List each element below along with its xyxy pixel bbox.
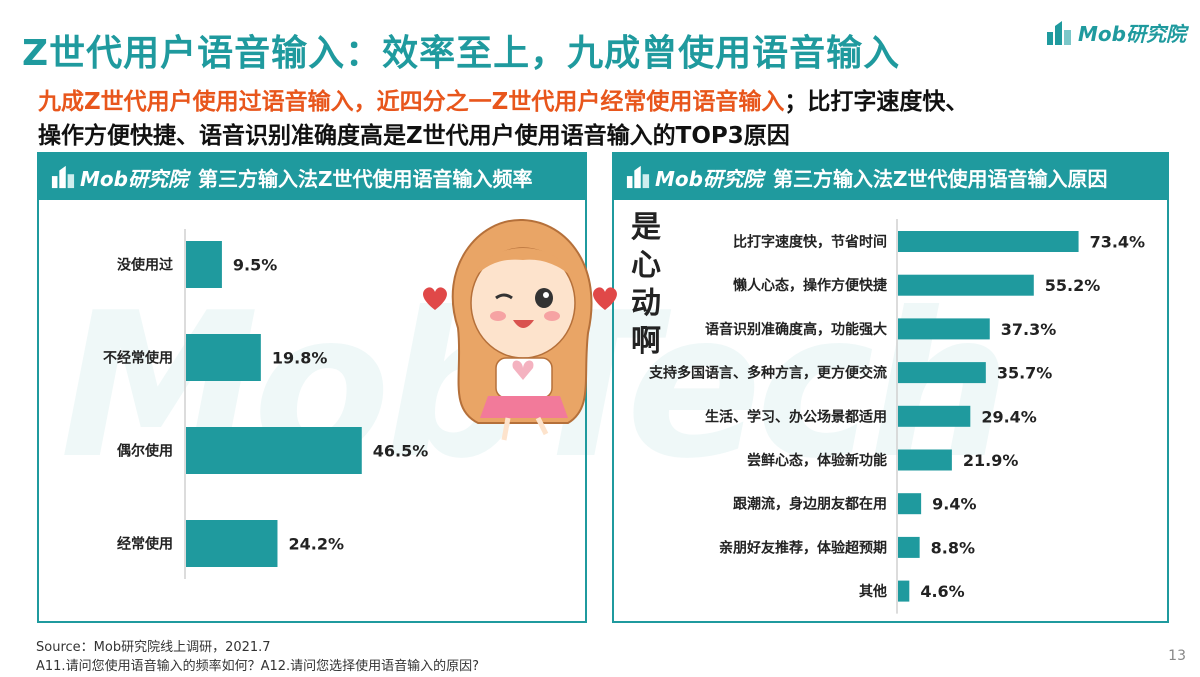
chart-bar (898, 318, 990, 340)
reasons-panel-header: Mob研究院 第三方输入法Z世代使用语音输入原因 (614, 154, 1167, 200)
frequency-panel-header: Mob研究院 第三方输入法Z世代使用语音输入频率 (39, 154, 585, 200)
data-label: 19.8% (272, 349, 328, 368)
data-label: 24.2% (288, 535, 344, 554)
reasons-panel-title: 第三方输入法Z世代使用语音输入原因 (772, 166, 1108, 191)
chart-bar (186, 520, 278, 567)
data-label: 8.8% (931, 538, 975, 557)
panel-brand-text: Mob研究院 (80, 166, 188, 191)
category-label: 亲朋好友推荐，体验超预期 (719, 539, 887, 556)
category-label: 语音识别准确度高，功能强大 (705, 321, 887, 338)
frequency-panel-title: 第三方输入法Z世代使用语音输入频率 (197, 166, 533, 191)
cartoon-girl-illustration (451, 218, 593, 441)
decorative-vertical-text: 是 心 动 啊 (626, 210, 666, 360)
mob-logo-icon (51, 165, 75, 189)
vertical-char: 是 (631, 210, 661, 245)
subtitle-rest: ；比打字速度快、 (784, 89, 969, 115)
question-note: A11.请问您使用语音输入的频率如何？A12.请问您选择使用语音输入的原因? (36, 659, 480, 674)
heart-icon (423, 287, 447, 310)
data-label: 21.9% (963, 451, 1019, 470)
chart-bar (898, 536, 920, 558)
chart-bar (898, 493, 922, 515)
subtitle-highlight: 九成Z世代用户使用过语音输入，近四分之一Z世代用户经常使用语音输入 (38, 89, 785, 115)
panel-brand-text: Mob研究院 (655, 166, 763, 191)
chart-bar (186, 427, 362, 474)
category-label: 比打字速度快，节省时间 (733, 234, 887, 251)
page-title: Z世代用户语音输入：效率至上，九成曾使用语音输入 (22, 33, 901, 74)
chart-bar (898, 405, 971, 427)
vertical-char: 心 (631, 248, 661, 283)
data-label: 55.2% (1045, 276, 1101, 295)
panel-brand: Mob研究院 (626, 163, 763, 192)
category-label: 跟潮流，身边朋友都在用 (733, 496, 887, 513)
category-label: 生活、学习、办公场景都适用 (705, 408, 887, 425)
frequency-panel: Mob研究院 第三方输入法Z世代使用语音输入频率 (37, 152, 587, 623)
data-label: 9.4% (932, 495, 976, 514)
data-label: 37.3% (1001, 320, 1057, 339)
data-label: 9.5% (233, 256, 277, 275)
subtitle-line-2: 操作方便快捷、语音识别准确度高是Z世代用户使用语音输入的TOP3原因 (38, 123, 790, 149)
reasons-panel: Mob研究院 第三方输入法Z世代使用语音输入原因 (612, 152, 1169, 623)
data-label: 4.6% (920, 582, 964, 601)
chart-bar (898, 274, 1034, 296)
category-label: 不经常使用 (103, 350, 173, 367)
category-label: 偶尔使用 (117, 443, 173, 460)
data-label: 35.7% (997, 364, 1053, 383)
category-label: 懒人心态，操作方便快捷 (733, 277, 888, 294)
heart-icon (593, 287, 617, 310)
mob-logo-icon (1047, 20, 1072, 45)
vertical-char: 啊 (631, 324, 661, 359)
source-note: Source：Mob研究院线上调研，2021.7 (36, 640, 271, 655)
mob-logo-icon (626, 165, 650, 189)
chart-bar (186, 334, 261, 381)
chart-bar (898, 449, 952, 471)
data-label: 46.5% (373, 442, 429, 461)
panel-brand: Mob研究院 (51, 163, 188, 192)
category-label: 其他 (859, 583, 887, 600)
brand-text: Mob研究院 (1078, 22, 1186, 46)
chart-bar (186, 241, 222, 288)
chart-bar (898, 231, 1079, 252)
page-number: 13 (1168, 648, 1186, 664)
data-label: 29.4% (981, 407, 1037, 426)
chart-bar (898, 362, 986, 384)
category-label: 支持多国语言、多种方言，更方便交流 (648, 365, 887, 382)
vertical-char: 动 (631, 286, 661, 321)
subtitle-line-1: 九成Z世代用户使用过语音输入，近四分之一Z世代用户经常使用语音输入；比打字速度快… (38, 82, 968, 116)
category-label: 经常使用 (117, 536, 173, 553)
data-label: 73.4% (1090, 233, 1146, 252)
category-label: 尝鲜心态，体验新功能 (747, 452, 887, 469)
chart-bar (898, 580, 910, 602)
category-label: 没使用过 (117, 257, 173, 274)
brand-logo: Mob研究院 (1046, 18, 1186, 47)
